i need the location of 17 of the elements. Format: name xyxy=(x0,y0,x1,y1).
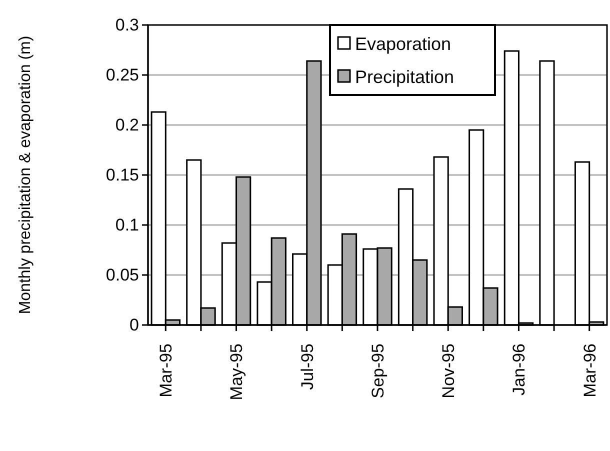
x-tick-label: Jan-96 xyxy=(510,344,529,396)
y-tick-label: 0.15 xyxy=(106,165,139,184)
y-tick-label: 0.2 xyxy=(115,115,139,134)
legend-label: Evaporation xyxy=(355,34,452,54)
x-tick-label: Mar-96 xyxy=(580,344,600,398)
y-tick-label: 0.05 xyxy=(106,265,139,284)
x-tick-label: Mar-95 xyxy=(156,344,176,398)
y-tick-label: 0.3 xyxy=(115,15,139,34)
y-tick-label: 0.25 xyxy=(106,65,139,84)
x-tick-label: May-95 xyxy=(227,344,246,400)
legend-label: Precipitation xyxy=(355,67,454,87)
x-tick-label: Nov-95 xyxy=(439,344,458,398)
x-tick-label: Jul-95 xyxy=(298,344,317,390)
y-tick-label: 0.1 xyxy=(115,215,139,234)
x-tick-label: Sep-95 xyxy=(368,344,388,398)
y-axis-title: Monthly precipitation & evaporation (m) xyxy=(17,36,34,314)
y-tick-label: 0 xyxy=(130,315,139,334)
